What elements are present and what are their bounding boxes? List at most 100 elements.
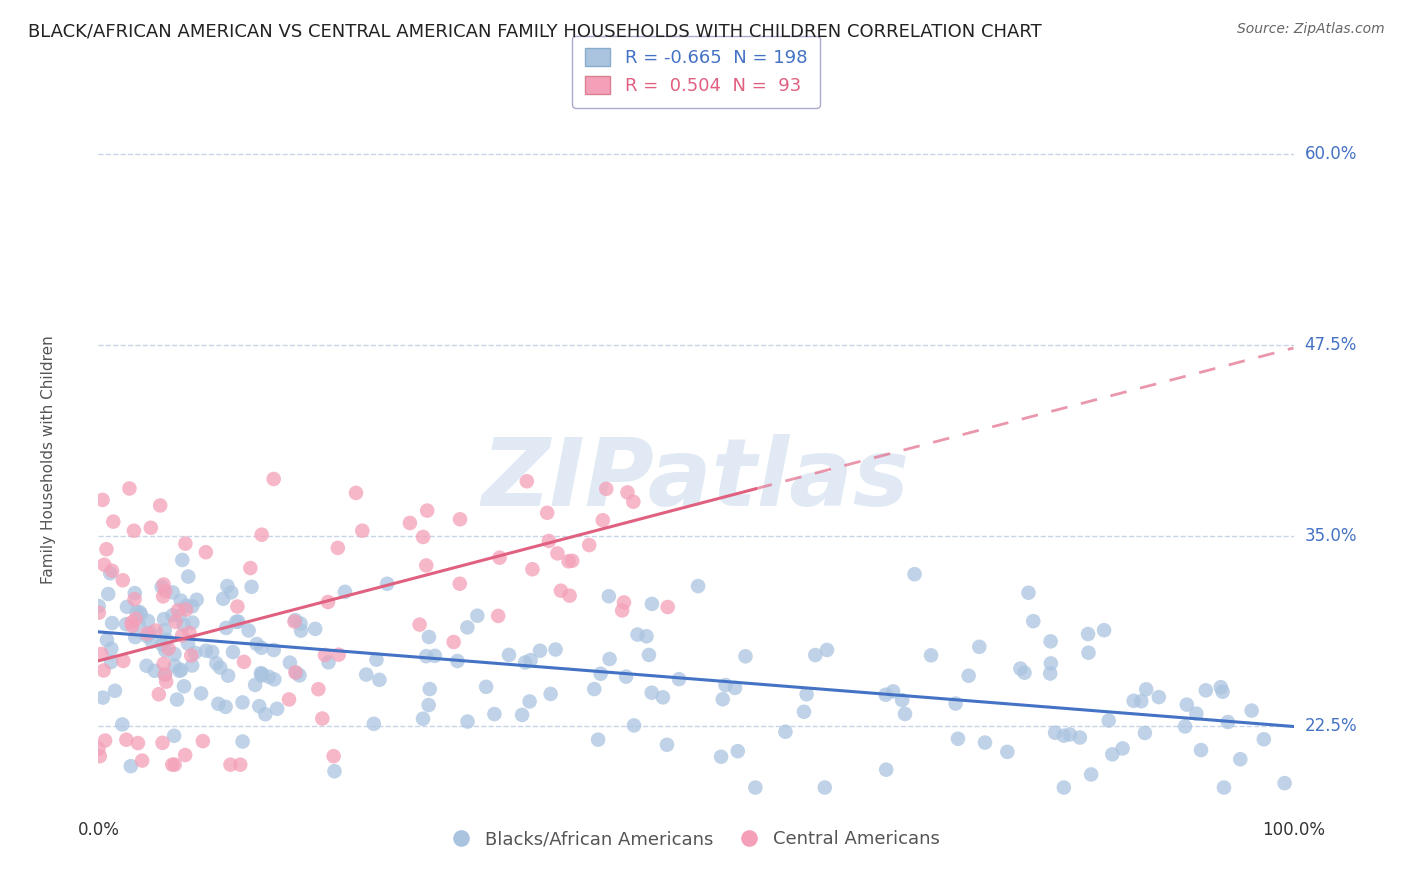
- Point: [613, 595, 636, 609]
- Text: 0.0%: 0.0%: [77, 822, 120, 839]
- Point: [250, 668, 273, 682]
- Point: [266, 702, 288, 716]
- Point: [1039, 657, 1062, 671]
- Point: [995, 745, 1018, 759]
- Point: [668, 672, 690, 686]
- Point: [263, 472, 285, 486]
- Point: [93, 558, 115, 572]
- Point: [263, 673, 285, 687]
- Point: [87, 599, 110, 613]
- Point: [328, 648, 350, 662]
- Point: [152, 657, 174, 671]
- Text: 35.0%: 35.0%: [1305, 526, 1357, 545]
- Point: [257, 670, 280, 684]
- Point: [250, 666, 273, 681]
- Point: [651, 690, 673, 705]
- Point: [710, 749, 733, 764]
- Point: [1039, 666, 1062, 681]
- Text: ZIPatlas: ZIPatlas: [482, 434, 910, 526]
- Point: [1209, 680, 1232, 694]
- Point: [115, 599, 138, 614]
- Point: [363, 716, 385, 731]
- Point: [180, 648, 202, 663]
- Point: [290, 616, 312, 631]
- Point: [536, 506, 558, 520]
- Point: [1130, 694, 1153, 708]
- Point: [589, 666, 612, 681]
- Point: [598, 589, 620, 603]
- Point: [957, 669, 980, 683]
- Point: [176, 599, 198, 613]
- Point: [101, 615, 124, 630]
- Point: [537, 533, 560, 548]
- Point: [169, 608, 191, 623]
- Point: [423, 648, 446, 663]
- Point: [226, 599, 249, 614]
- Point: [814, 780, 837, 795]
- Point: [240, 580, 263, 594]
- Point: [104, 683, 127, 698]
- Point: [641, 597, 664, 611]
- Point: [238, 624, 260, 638]
- Point: [657, 600, 679, 615]
- Point: [586, 732, 609, 747]
- Point: [641, 686, 664, 700]
- Point: [1274, 776, 1296, 790]
- Point: [311, 712, 333, 726]
- Point: [233, 655, 256, 669]
- Point: [775, 724, 797, 739]
- Point: [443, 635, 465, 649]
- Point: [155, 674, 177, 689]
- Point: [323, 764, 346, 779]
- Point: [626, 627, 648, 641]
- Point: [727, 744, 749, 758]
- Point: [318, 656, 340, 670]
- Point: [163, 647, 186, 661]
- Point: [529, 643, 551, 657]
- Point: [540, 687, 562, 701]
- Point: [408, 617, 430, 632]
- Point: [157, 641, 180, 656]
- Point: [734, 649, 756, 664]
- Point: [368, 673, 391, 687]
- Point: [804, 648, 827, 662]
- Point: [173, 679, 195, 693]
- Point: [103, 515, 125, 529]
- Point: [449, 576, 471, 591]
- Point: [623, 718, 645, 732]
- Point: [172, 553, 194, 567]
- Point: [201, 645, 224, 659]
- Point: [446, 654, 468, 668]
- Point: [412, 530, 434, 544]
- Point: [112, 654, 135, 668]
- Point: [181, 599, 204, 614]
- Point: [250, 527, 273, 541]
- Point: [169, 664, 191, 678]
- Point: [1022, 614, 1045, 628]
- Point: [285, 665, 308, 680]
- Point: [1185, 706, 1208, 721]
- Point: [225, 615, 247, 629]
- Point: [1253, 732, 1275, 747]
- Point: [217, 669, 239, 683]
- Point: [153, 667, 176, 681]
- Point: [96, 632, 118, 647]
- Point: [1101, 747, 1123, 762]
- Text: 60.0%: 60.0%: [1305, 145, 1357, 163]
- Point: [163, 729, 186, 743]
- Point: [87, 606, 110, 620]
- Point: [416, 503, 439, 517]
- Point: [891, 693, 914, 707]
- Point: [375, 576, 398, 591]
- Point: [145, 624, 167, 638]
- Point: [875, 763, 897, 777]
- Point: [212, 591, 235, 606]
- Point: [111, 717, 134, 731]
- Point: [688, 579, 710, 593]
- Point: [1098, 714, 1121, 728]
- Point: [290, 624, 312, 638]
- Point: [475, 680, 498, 694]
- Point: [519, 653, 541, 667]
- Point: [724, 681, 747, 695]
- Point: [91, 492, 114, 507]
